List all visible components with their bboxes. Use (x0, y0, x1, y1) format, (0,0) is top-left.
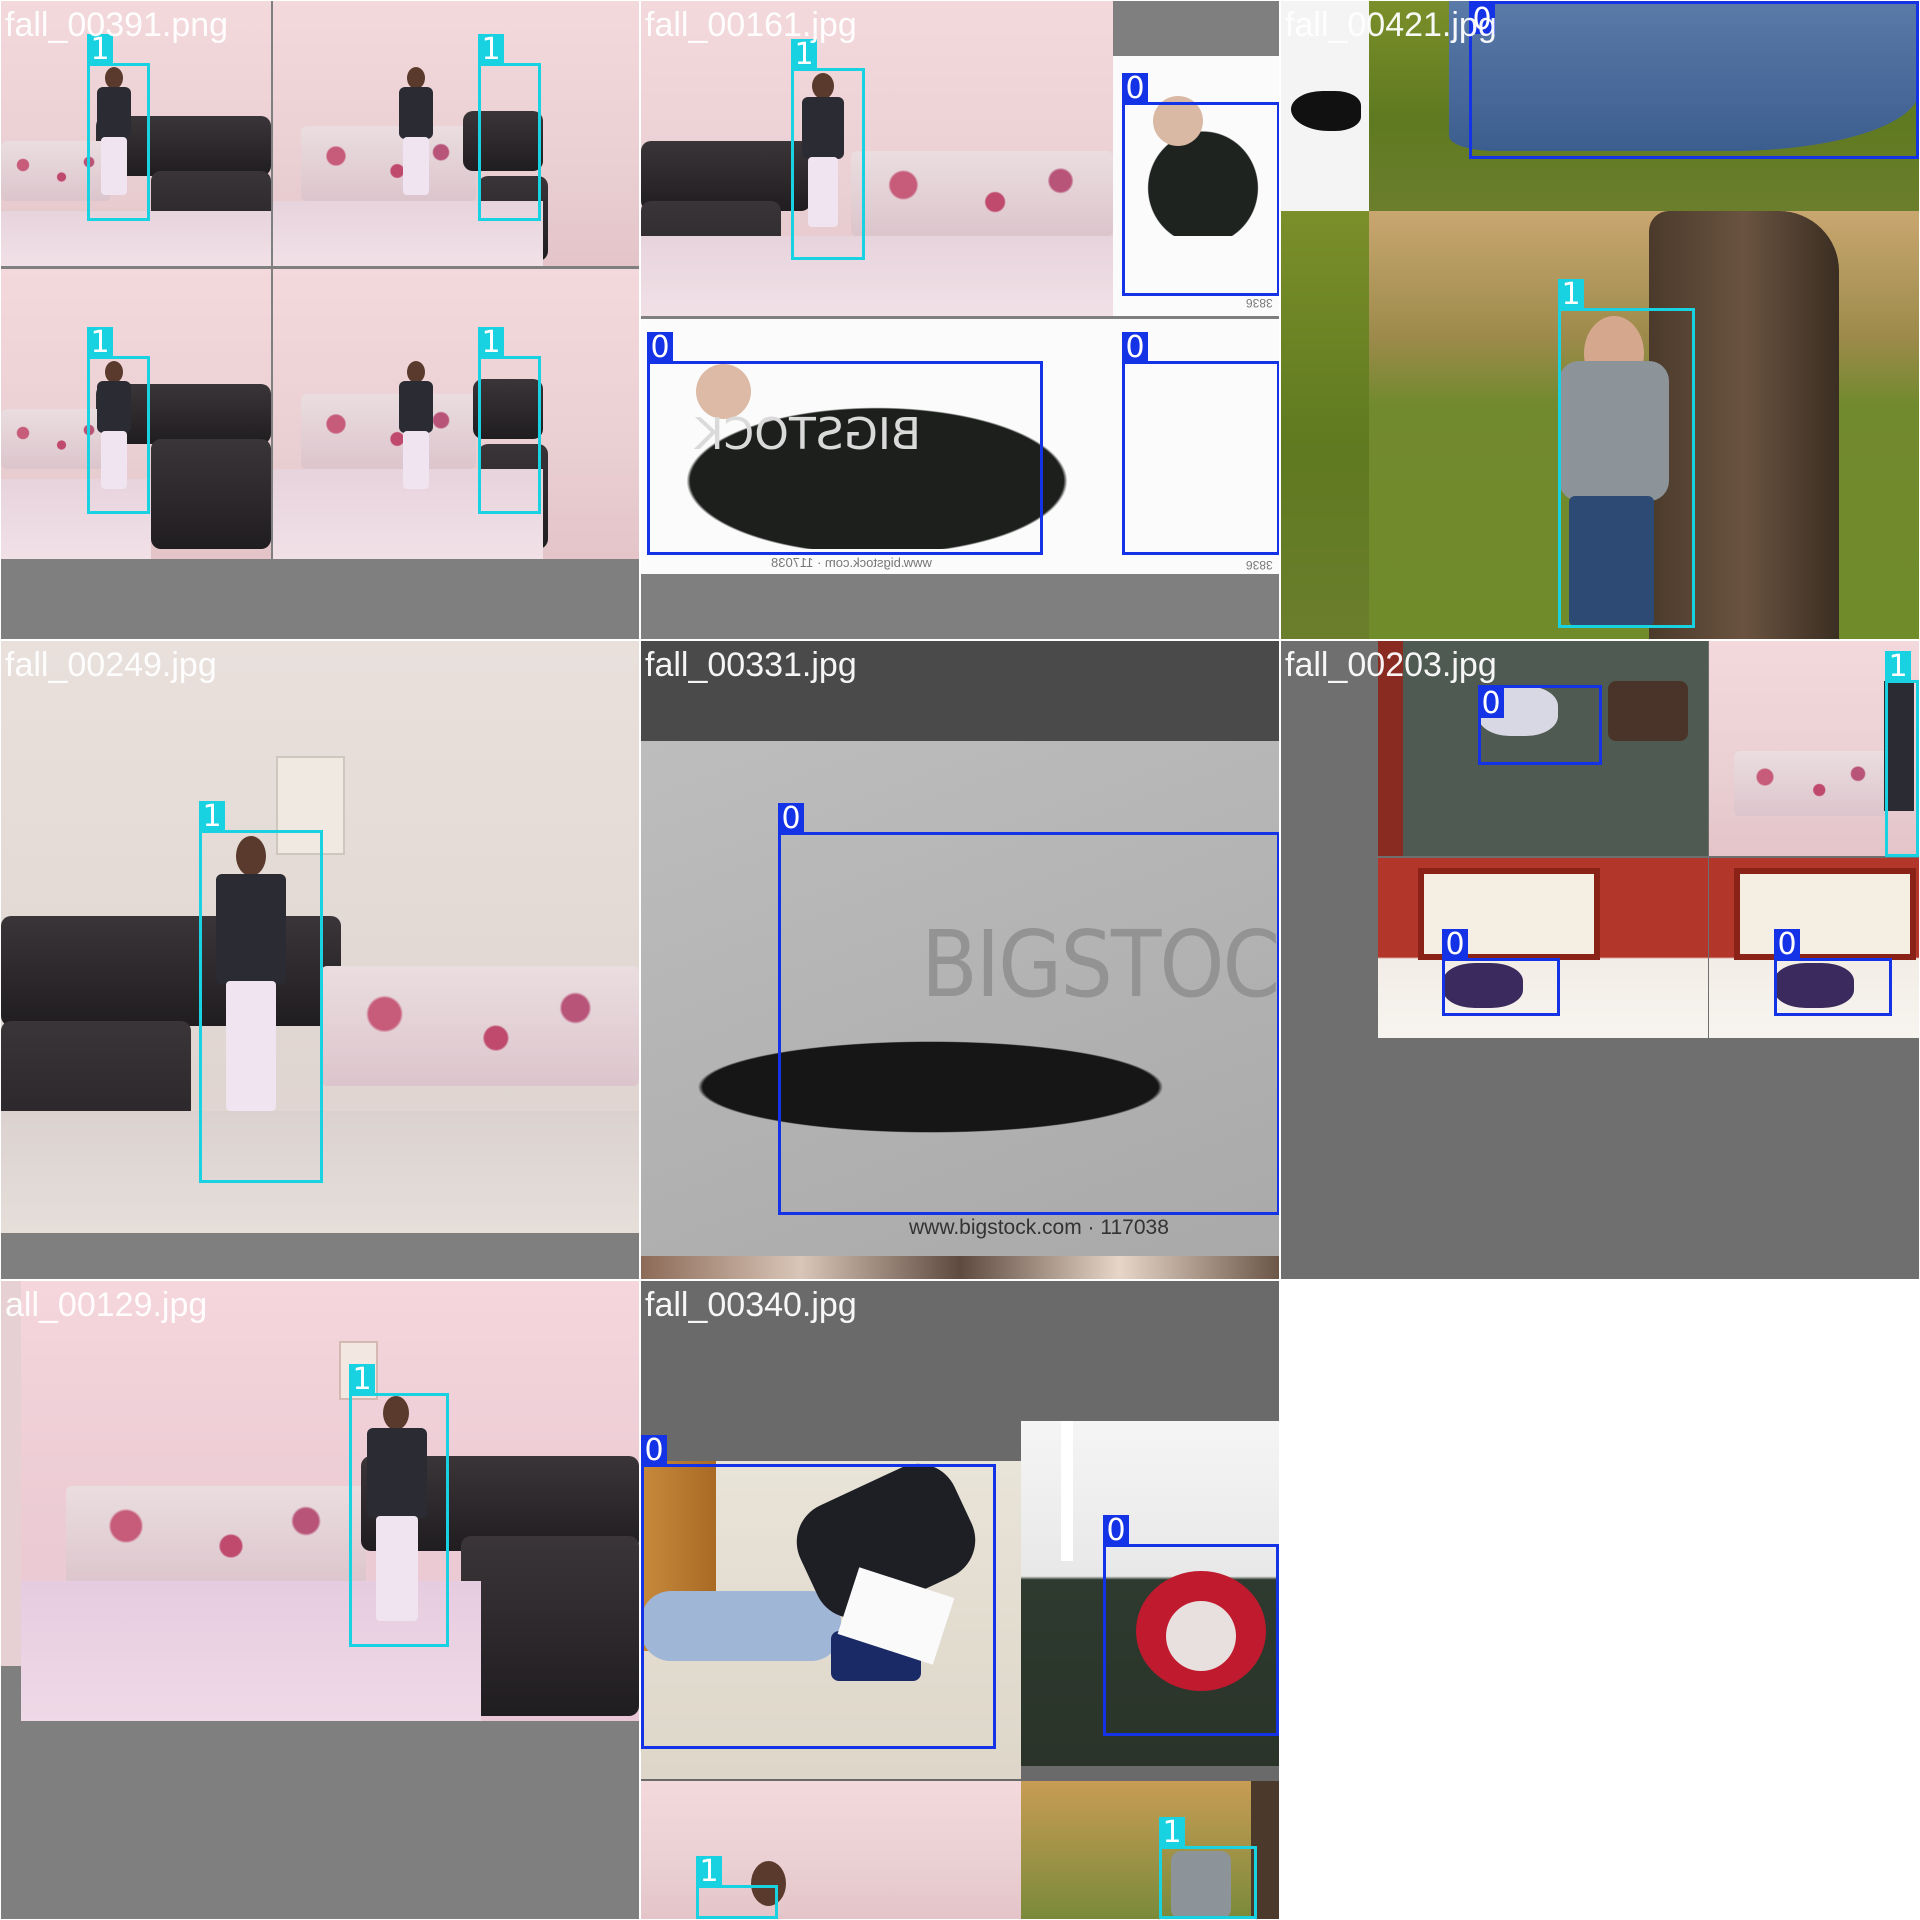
bbox-label: 0 (647, 332, 673, 364)
bounding-box: 0 (641, 1435, 996, 1749)
watermark-text: www.bigstock.com · 117038 (771, 555, 932, 570)
bbox-label: 0 (1442, 929, 1468, 961)
bbox-label: 0 (1774, 929, 1800, 961)
bounding-box: 1 (478, 34, 541, 221)
scene-park (1369, 1, 1919, 211)
scene-room (21, 1281, 639, 1721)
scene-studio (641, 641, 1279, 741)
bounding-box: 0 (1478, 685, 1602, 765)
bounding-box: 1 (1558, 279, 1695, 628)
bounding-box: 0 (1122, 332, 1279, 555)
bounding-box: 1 (791, 39, 865, 260)
bounding-box: 0 (1442, 929, 1560, 1016)
bbox-label: 1 (199, 801, 225, 833)
watermark-large: BIGSTOCK (921, 911, 1279, 1018)
scene-room (1709, 858, 1919, 1038)
bbox-label: 1 (1885, 651, 1911, 683)
scene-room (641, 1781, 1021, 1919)
bounding-box: 1 (87, 34, 150, 221)
tile-caption: fall_00391.png (5, 6, 229, 44)
scene-room (1, 269, 271, 559)
bbox-label: 0 (778, 803, 804, 835)
bbox-label: 0 (641, 1435, 667, 1467)
bbox-label: 0 (1122, 332, 1148, 364)
bbox-label: 1 (87, 327, 113, 359)
scene-park (1281, 1, 1369, 211)
scene-room (641, 1, 1113, 316)
scene-studio (641, 1256, 1279, 1279)
bounding-box: 0 (647, 332, 1043, 555)
scene-home (1021, 1421, 1279, 1766)
bounding-box: 1 (696, 1856, 778, 1919)
bounding-box: 1 (349, 1364, 449, 1647)
scene-park (1281, 211, 1369, 639)
scene-room (273, 1, 639, 266)
watermark-snippet: 3836 (1246, 558, 1273, 572)
tile-caption: fall_00340.jpg (645, 1286, 857, 1324)
tile-caption: fall_00161.jpg (645, 6, 857, 44)
bounding-box: 1 (87, 327, 150, 514)
watermark-snippet: 3836 (1246, 296, 1273, 310)
tile-caption: fall_00203.jpg (1285, 646, 1497, 684)
bbox-label: 0 (1103, 1515, 1129, 1547)
bounding-box: 0 (1774, 929, 1892, 1016)
bbox-label: 1 (1558, 279, 1584, 311)
scene-room (1, 1, 271, 266)
tile-fall-00340: fall_00340.jpg 0 0 1 1 (640, 1280, 1280, 1920)
bbox-label: 1 (87, 34, 113, 66)
scene-room (1709, 641, 1919, 856)
bbox-label: 1 (696, 1856, 722, 1888)
bbox-label: 1 (791, 39, 817, 71)
scene-room (273, 269, 639, 559)
scene-park (1021, 1781, 1279, 1919)
tile-fall-00391: fall_00391.png (0, 0, 640, 640)
bounding-box: 1 (1159, 1817, 1257, 1919)
scene-park (1369, 211, 1919, 639)
tile-fall-00203: fall_00203.jpg 0 1 0 0 (1280, 640, 1920, 1280)
tile-caption: all_00129.jpg (5, 1286, 208, 1324)
scene-home (641, 1461, 1021, 1779)
tile-fall-00161: fall_00161.jpg BIGSTOCK www.bigstock.com… (640, 0, 1280, 640)
scene-studio (1113, 56, 1279, 316)
bbox-label: 0 (1478, 688, 1504, 720)
tile-caption: fall_00331.jpg (645, 646, 857, 684)
scene-studio: BIGSTOCK www.bigstock.com · 117038 (641, 741, 1279, 1256)
tile-caption: fall_00421.jpg (1285, 6, 1497, 44)
bounding-box: 0 (1122, 73, 1279, 296)
bounding-box: 1 (199, 801, 323, 1183)
scene-room (1378, 858, 1708, 1038)
bbox-label: 1 (1159, 1817, 1185, 1849)
tile-caption: fall_00249.jpg (5, 646, 217, 684)
tile-fall-00331: BIGSTOCK www.bigstock.com · 117038 fall_… (640, 640, 1280, 1280)
bbox-label: 1 (478, 327, 504, 359)
bbox-label: 1 (349, 1364, 375, 1396)
bounding-box: 0 (1469, 1, 1919, 159)
tile-fall-00249: fall_00249.jpg 1 (0, 640, 640, 1280)
bbox-label: 0 (1469, 4, 1495, 36)
scene-room (1, 1281, 21, 1666)
bounding-box: 1 (478, 327, 541, 514)
tile-fall-00421: fall_00421.jpg 0 1 (1280, 0, 1920, 640)
tile-fall-00129: all_00129.jpg 1 (0, 1280, 640, 1920)
bounding-box: 0 (1103, 1515, 1279, 1736)
empty-area (1280, 1280, 1920, 1920)
watermark-url: www.bigstock.com · 117038 (909, 1216, 1169, 1239)
bbox-label: 0 (1122, 73, 1148, 105)
bbox-label: 1 (478, 34, 504, 66)
bounding-box: 1 (1885, 651, 1919, 857)
bounding-box: 0 (778, 803, 1279, 1215)
